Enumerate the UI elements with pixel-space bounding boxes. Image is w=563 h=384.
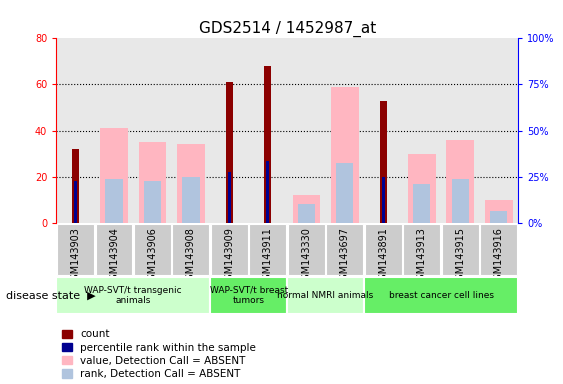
FancyBboxPatch shape: [249, 224, 287, 275]
Bar: [364, 38, 403, 223]
Bar: [441, 38, 480, 223]
Bar: [298, 204, 315, 223]
Text: GSM143909: GSM143909: [225, 227, 234, 286]
Bar: [446, 140, 474, 223]
Text: GSM143891: GSM143891: [378, 227, 388, 286]
Text: WAP-SVT/t transgenic
animals: WAP-SVT/t transgenic animals: [84, 286, 182, 305]
Bar: [490, 211, 507, 223]
Text: GSM143330: GSM143330: [301, 227, 311, 286]
Text: GSM143908: GSM143908: [186, 227, 196, 286]
Text: GSM143906: GSM143906: [148, 227, 158, 286]
FancyBboxPatch shape: [403, 224, 440, 275]
Bar: [56, 38, 95, 223]
Bar: [144, 181, 161, 223]
Bar: [413, 184, 431, 223]
FancyBboxPatch shape: [288, 224, 325, 275]
Bar: [74, 181, 77, 223]
Bar: [210, 38, 249, 223]
Bar: [403, 38, 441, 223]
FancyBboxPatch shape: [211, 224, 248, 275]
Bar: [228, 172, 231, 223]
Bar: [485, 200, 512, 223]
FancyBboxPatch shape: [365, 224, 402, 275]
FancyBboxPatch shape: [57, 224, 94, 275]
FancyBboxPatch shape: [364, 277, 518, 314]
Bar: [287, 38, 325, 223]
Bar: [325, 38, 364, 223]
Bar: [380, 101, 387, 223]
Bar: [182, 177, 200, 223]
Text: GSM143903: GSM143903: [70, 227, 81, 286]
Bar: [408, 154, 436, 223]
Bar: [95, 38, 133, 223]
FancyBboxPatch shape: [480, 224, 517, 275]
FancyBboxPatch shape: [210, 277, 287, 314]
Bar: [336, 163, 354, 223]
Text: GSM143911: GSM143911: [263, 227, 273, 286]
FancyBboxPatch shape: [287, 277, 364, 314]
Bar: [382, 177, 385, 223]
Bar: [133, 38, 172, 223]
Legend: count, percentile rank within the sample, value, Detection Call = ABSENT, rank, : count, percentile rank within the sample…: [61, 329, 256, 379]
Bar: [226, 82, 233, 223]
FancyBboxPatch shape: [327, 224, 363, 275]
Bar: [105, 179, 123, 223]
Bar: [452, 179, 469, 223]
Text: GSM143913: GSM143913: [417, 227, 427, 286]
Text: GSM143697: GSM143697: [340, 227, 350, 286]
FancyBboxPatch shape: [56, 277, 210, 314]
Bar: [266, 161, 270, 223]
Text: breast cancer cell lines: breast cancer cell lines: [388, 291, 494, 300]
Bar: [480, 38, 518, 223]
Bar: [331, 87, 359, 223]
Text: GSM143904: GSM143904: [109, 227, 119, 286]
FancyBboxPatch shape: [442, 224, 479, 275]
Text: disease state  ▶: disease state ▶: [6, 291, 95, 301]
Bar: [72, 149, 79, 223]
Text: GSM143916: GSM143916: [494, 227, 504, 286]
Text: WAP-SVT/t breast
tumors: WAP-SVT/t breast tumors: [209, 286, 288, 305]
FancyBboxPatch shape: [134, 224, 171, 275]
FancyBboxPatch shape: [172, 224, 209, 275]
Bar: [138, 142, 166, 223]
Text: normal NMRI animals: normal NMRI animals: [278, 291, 374, 300]
Bar: [265, 66, 271, 223]
Bar: [249, 38, 287, 223]
Bar: [293, 195, 320, 223]
Bar: [177, 144, 205, 223]
Text: GSM143915: GSM143915: [455, 227, 465, 286]
FancyBboxPatch shape: [96, 224, 132, 275]
Bar: [172, 38, 210, 223]
Title: GDS2514 / 1452987_at: GDS2514 / 1452987_at: [199, 21, 376, 37]
Bar: [100, 128, 128, 223]
